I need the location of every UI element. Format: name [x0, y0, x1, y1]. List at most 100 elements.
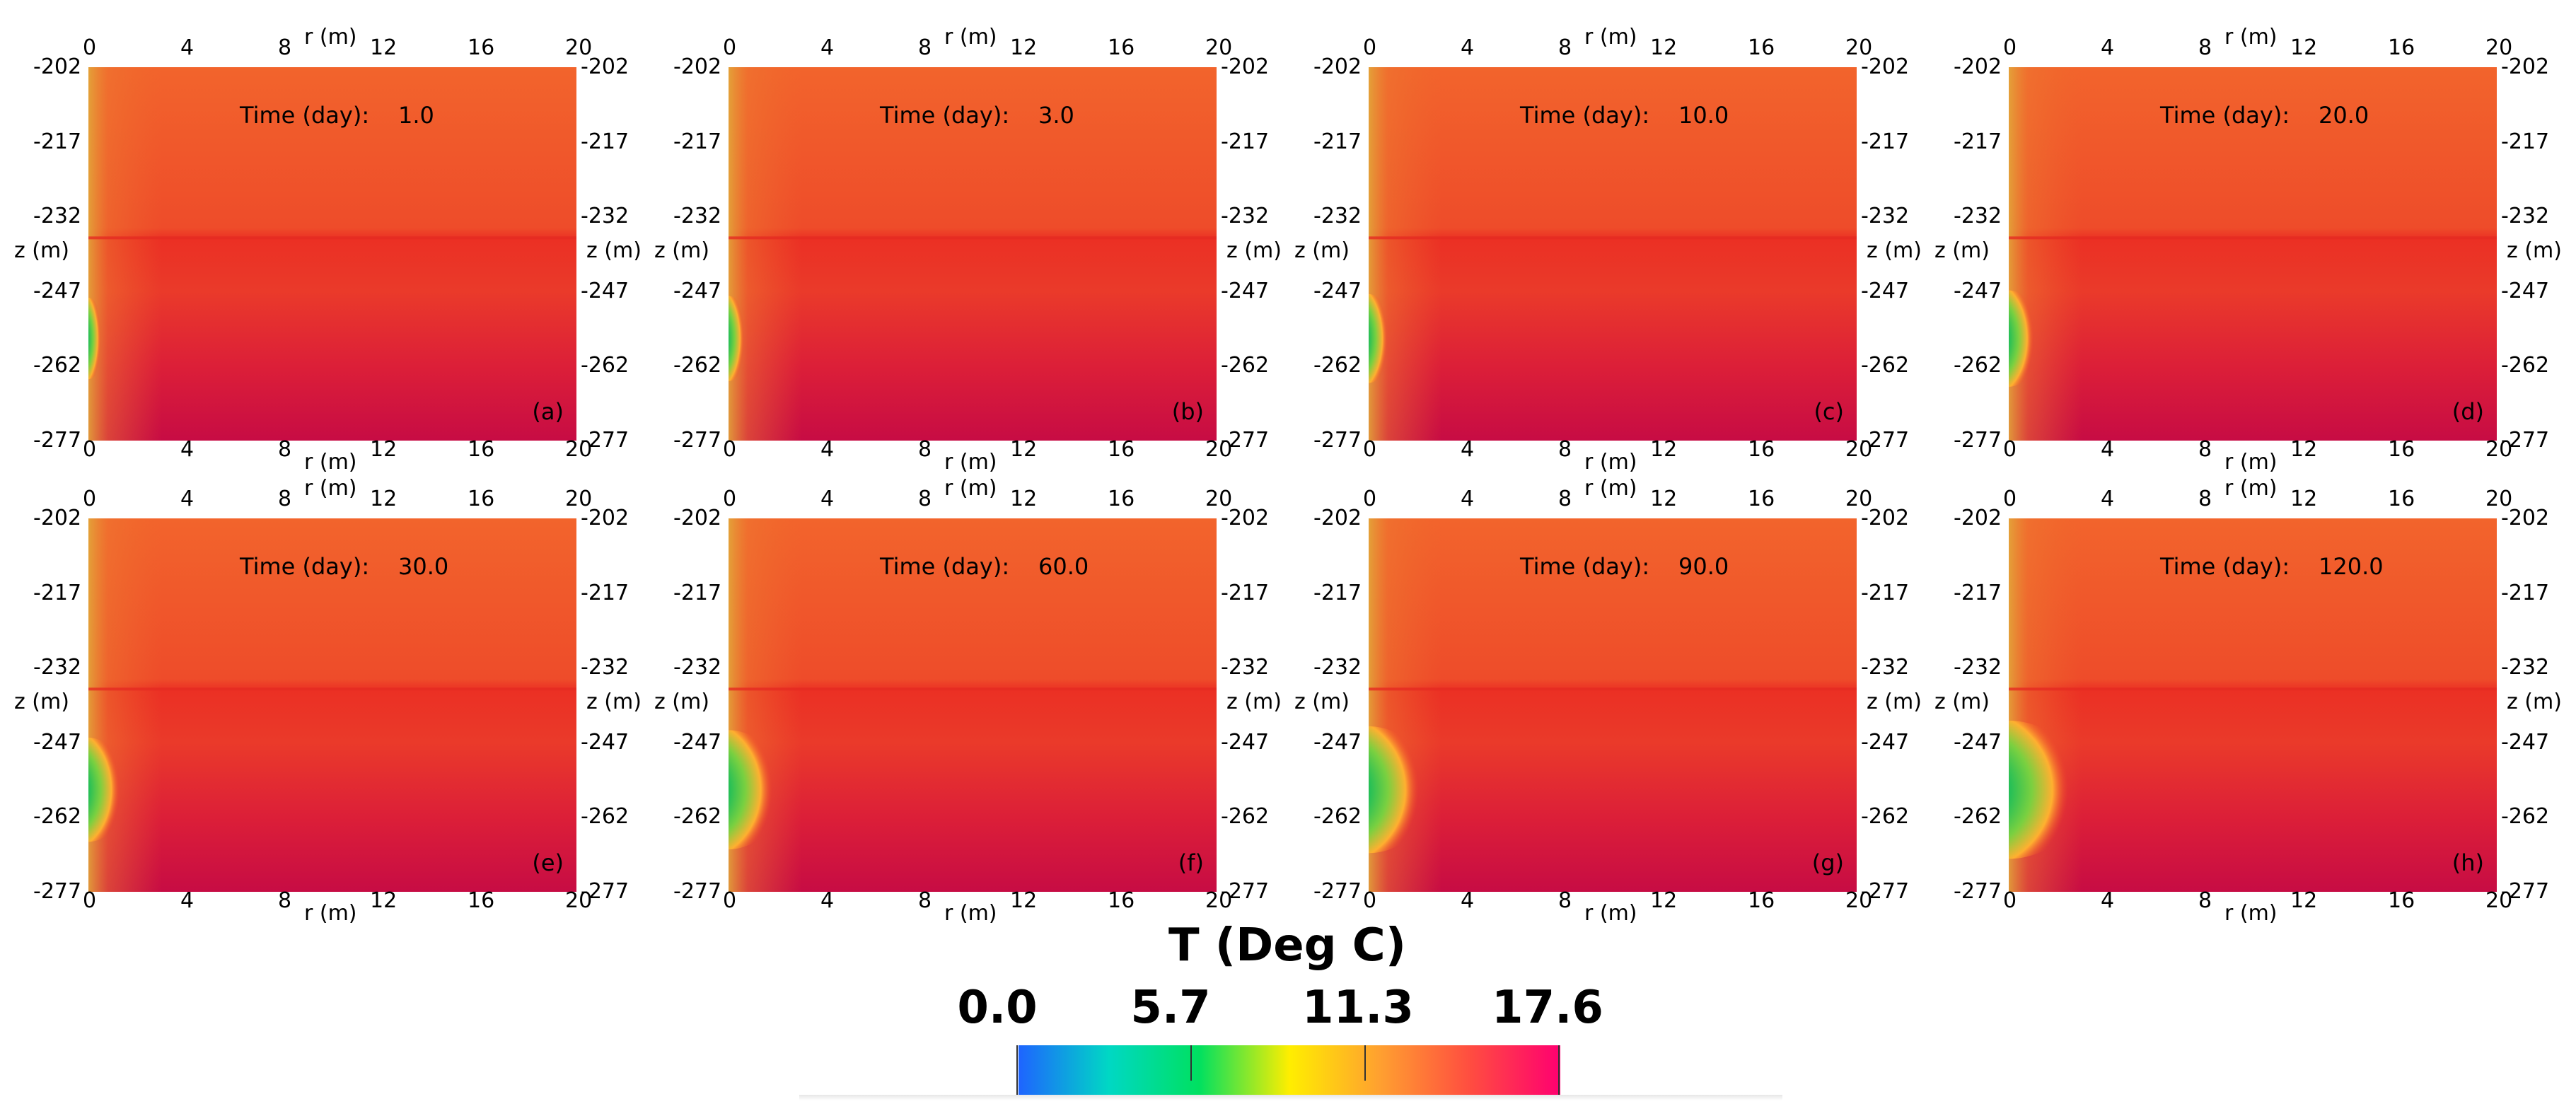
x-tick-top: 12: [370, 35, 398, 60]
heatmap-field: [729, 518, 1217, 892]
y-tick-left: -232: [1954, 655, 2002, 680]
x-tick-bottom: 4: [820, 888, 835, 913]
x-tick-top: 4: [1461, 487, 1475, 511]
x-tick-bottom: 20: [1845, 888, 1873, 913]
heatmap-field: [88, 518, 576, 892]
panel-label: (f): [1178, 849, 1204, 876]
x-tick-top: 0: [723, 487, 737, 511]
y-tick-left: -247: [1954, 278, 2002, 303]
time-value: 30.0: [398, 553, 449, 580]
y-tick-right: -247: [1861, 278, 1910, 303]
well-boundary-gradient: [2009, 67, 2497, 441]
y-axis-title-right: z (m): [586, 238, 642, 263]
heatmap-svg: [1369, 518, 1857, 892]
y-axis-title-left: z (m): [14, 238, 69, 263]
y-tick-left: -262: [1313, 353, 1362, 378]
y-tick-left: -277: [673, 879, 722, 904]
x-axis-title-top: r (m): [1584, 25, 1637, 50]
y-tick-right: -232: [581, 204, 630, 229]
x-tick-bottom: 4: [1461, 888, 1475, 913]
x-tick-bottom: 16: [468, 437, 495, 462]
x-tick-top: 4: [2101, 35, 2115, 60]
x-tick-top: 12: [1010, 35, 1038, 60]
x-axis-title-top: r (m): [1584, 476, 1637, 501]
y-tick-right: -262: [581, 353, 630, 378]
x-tick-bottom: 0: [2003, 888, 2017, 913]
y-axis-title-right: z (m): [1867, 690, 1922, 714]
y-tick-left: -247: [33, 278, 82, 303]
x-tick-bottom: 0: [2003, 437, 2017, 462]
x-tick-bottom: 20: [2485, 437, 2513, 462]
y-axis-title-right: z (m): [2507, 238, 2562, 263]
x-tick-top: 16: [1748, 35, 1775, 60]
y-axis-title-right: z (m): [1226, 690, 1282, 714]
x-tick-top: 0: [1363, 487, 1377, 511]
colorbar-tick-2: 11.3: [1302, 982, 1414, 1034]
y-tick-left: -217: [1954, 129, 2002, 154]
panel-label: (h): [2452, 849, 2484, 876]
x-tick-top: 20: [1845, 35, 1873, 60]
x-tick-top: 16: [1108, 487, 1135, 511]
y-tick-right: -247: [581, 729, 630, 755]
cold-zone: [88, 738, 128, 842]
y-tick-right: -217: [1861, 580, 1910, 605]
time-value: 1.0: [398, 102, 434, 129]
x-axis-title-bottom: r (m): [1584, 901, 1637, 926]
y-tick-right: -247: [1861, 729, 1910, 755]
y-tick-left: -262: [1313, 804, 1362, 830]
y-axis-title-left: z (m): [654, 238, 709, 263]
x-tick-bottom: 4: [180, 437, 195, 462]
x-tick-bottom: 20: [1205, 437, 1233, 462]
x-tick-top: 20: [2485, 35, 2513, 60]
y-tick-right: -217: [2501, 580, 2550, 605]
x-tick-top: 8: [2198, 35, 2212, 60]
heatmap-svg: [2009, 518, 2497, 892]
x-tick-bottom: 4: [2101, 437, 2115, 462]
y-tick-left: -232: [1954, 204, 2002, 229]
time-value: 3.0: [1038, 102, 1074, 129]
x-tick-top: 16: [468, 35, 495, 60]
y-tick-right: -277: [2501, 879, 2550, 904]
y-tick-left: -232: [33, 655, 82, 680]
y-tick-left: -277: [33, 428, 82, 453]
x-tick-bottom: 12: [1650, 437, 1678, 462]
y-tick-left: -217: [1313, 129, 1362, 154]
x-tick-bottom: 16: [2388, 437, 2415, 462]
y-tick-right: -277: [581, 428, 630, 453]
y-axis-title-left: z (m): [1294, 238, 1350, 263]
colorbar-title: T (Deg C): [1168, 919, 1407, 972]
y-tick-left: -202: [1954, 54, 2002, 79]
x-tick-top: 20: [565, 487, 593, 511]
time-label: Time (day):: [1520, 102, 1650, 129]
y-tick-right: -217: [1221, 580, 1270, 605]
y-tick-right: -232: [2501, 655, 2550, 680]
heatmap-svg: [2009, 67, 2497, 441]
x-tick-bottom: 0: [1363, 888, 1377, 913]
x-tick-top: 12: [2290, 35, 2318, 60]
x-axis-title-top: r (m): [944, 25, 997, 50]
y-tick-left: -277: [1954, 879, 2002, 904]
x-tick-top: 4: [180, 487, 195, 511]
x-tick-top: 20: [565, 35, 593, 60]
heatmap-svg: [88, 67, 576, 441]
x-axis-title-bottom: r (m): [304, 901, 357, 926]
cold-zone: [1369, 726, 1432, 854]
heatmap-svg: [88, 518, 576, 892]
y-tick-left: -202: [673, 506, 722, 530]
y-axis-title-left: z (m): [1294, 690, 1350, 714]
x-axis-title-top: r (m): [2224, 476, 2278, 501]
well-boundary-gradient: [88, 67, 576, 441]
x-tick-top: 8: [278, 487, 292, 511]
layer-boundary: [729, 687, 1217, 691]
well-boundary-gradient: [729, 67, 1217, 441]
y-tick-right: -232: [1221, 204, 1270, 229]
x-tick-top: 0: [83, 35, 97, 60]
x-tick-top: 12: [2290, 487, 2318, 511]
y-tick-left: -232: [1313, 204, 1362, 229]
layer-boundary: [729, 236, 1217, 240]
panel-label: (c): [1814, 398, 1844, 425]
y-tick-right: -202: [1861, 54, 1910, 79]
panel-label: (b): [1171, 398, 1204, 425]
x-tick-top: 16: [2388, 487, 2415, 511]
